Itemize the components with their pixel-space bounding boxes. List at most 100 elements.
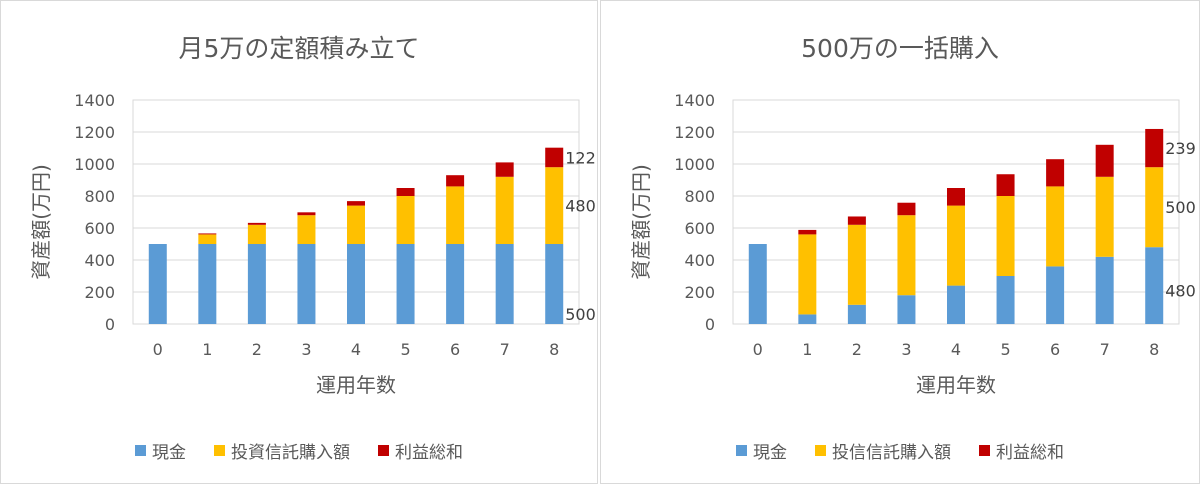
data-label: 480 [565, 197, 596, 216]
x-tick-label: 6 [450, 340, 460, 359]
bar-profit [1145, 128, 1164, 168]
bar-invest [897, 215, 916, 296]
y-tick-label: 1000 [74, 155, 115, 174]
x-tick-label: 3 [301, 340, 311, 359]
bar-profit [798, 229, 817, 235]
chart-svg-lump-sum: 0 200 400 600 800 1000 1200 1400 0 1 2 3 4 5 6 7 8 239 500… [629, 91, 1196, 397]
y-tick-label: 0 [105, 315, 115, 334]
bar-cash [446, 244, 465, 324]
x-tick-label: 7 [500, 340, 510, 359]
bar-profit [996, 174, 1015, 196]
bar-profit [1046, 159, 1065, 187]
x-tick-label: 4 [951, 340, 961, 359]
bar-invest [297, 215, 316, 244]
bar-cash [545, 244, 564, 324]
y-tick-label: 600 [84, 219, 115, 238]
y-tick-label: 800 [84, 187, 115, 206]
bar-invest [1046, 186, 1065, 267]
bar-profit [347, 201, 365, 206]
bar-cash [897, 295, 916, 324]
data-label: 239 [1165, 139, 1196, 158]
legend-item-invest: 投資信託購入額 [214, 438, 350, 463]
bar-cash [247, 244, 266, 324]
y-tick-label: 600 [684, 219, 715, 238]
bar-invest [847, 224, 866, 305]
bar-profit [847, 216, 866, 225]
bar-profit [247, 222, 266, 225]
bar-profit [947, 188, 965, 206]
legend-label: 投資信託購入額 [231, 443, 350, 463]
legend-label: 現金 [753, 443, 787, 463]
y-tick-label: 800 [684, 187, 715, 206]
legend-swatch-invest [214, 445, 225, 456]
bar-invest [495, 176, 514, 244]
bar-cash [347, 244, 365, 324]
x-tick-label: 1 [202, 340, 212, 359]
chart-svg-monthly: 0 200 400 600 800 1000 1200 1400 0 1 2 3 4 5 6 7 8 122 480… [29, 91, 596, 397]
legend-label: 投信信託購入額 [832, 443, 951, 463]
bar-invest [198, 234, 217, 244]
bar-invest [347, 205, 365, 244]
bar-invest [247, 224, 266, 244]
bar-invest [947, 205, 965, 286]
x-tick-label: 5 [1000, 340, 1010, 359]
bar-cash [947, 285, 965, 324]
legend: 現金 投資信託購入額 利益総和 [1, 438, 597, 463]
data-label: 480 [1165, 282, 1196, 301]
bar-cash [1095, 256, 1114, 324]
bar-cash [198, 244, 217, 324]
data-label: 122 [565, 148, 596, 167]
x-tick-label: 8 [549, 340, 559, 359]
chart-title: 500万の一括購入 [801, 34, 999, 63]
legend: 現金 投信信託購入額 利益総和 [601, 438, 1199, 463]
x-tick-label: 5 [400, 340, 410, 359]
bar-invest [1145, 167, 1164, 248]
bar-profit [297, 212, 316, 216]
x-tick-label: 8 [1149, 340, 1159, 359]
y-tick-label: 1000 [674, 155, 715, 174]
bar-profit [446, 175, 465, 187]
bar-cash [996, 276, 1015, 324]
bar-profit [545, 147, 564, 168]
legend-swatch-invest [815, 445, 826, 456]
y-tick-label: 0 [705, 315, 715, 334]
legend-item-profit: 利益総和 [378, 438, 463, 463]
bar-cash [1046, 266, 1065, 324]
y-axis-title: 資産額(万円) [629, 164, 653, 280]
legend-label: 現金 [152, 443, 186, 463]
legend-swatch-profit [378, 445, 389, 456]
x-tick-label: 0 [753, 340, 763, 359]
y-axis-title: 資産額(万円) [29, 164, 53, 280]
bar-profit [198, 233, 217, 235]
bar-invest [996, 196, 1015, 276]
bar-profit [396, 188, 415, 196]
bar-cash [297, 244, 316, 324]
bar-invest [1095, 176, 1114, 257]
legend-swatch-profit [979, 445, 990, 456]
chart-title: 月5万の定額積み立て [178, 34, 420, 63]
bar-cash [798, 314, 817, 324]
legend-label: 利益総和 [395, 443, 463, 463]
bar-cash [1145, 247, 1164, 324]
x-tick-label: 0 [153, 340, 163, 359]
y-tick-label: 200 [84, 283, 115, 302]
x-tick-label: 3 [901, 340, 911, 359]
chart-panel-monthly: 月5万の定額積み立て 0 200 400 600 800 1000 1200 1400 0 1 2 3… [0, 0, 598, 484]
chart-panel-lump-sum: 500万の一括購入 0 200 400 600 800 1000 1200 1400 0 1 2 3 4… [600, 0, 1200, 484]
x-tick-label: 7 [1100, 340, 1110, 359]
y-tick-label: 1200 [674, 123, 715, 142]
y-tick-label: 400 [684, 251, 715, 270]
bar-profit [495, 162, 514, 177]
legend-item-cash: 現金 [135, 438, 186, 463]
legend-item-invest: 投信信託購入額 [815, 438, 951, 463]
bar-profit [897, 202, 916, 216]
bar-cash [748, 244, 767, 324]
legend-swatch-cash [736, 445, 747, 456]
bar-invest [446, 186, 465, 244]
x-tick-label: 1 [802, 340, 812, 359]
bar-invest [798, 234, 817, 315]
y-tick-label: 200 [684, 283, 715, 302]
data-label: 500 [1165, 198, 1196, 217]
legend-item-cash: 現金 [736, 438, 787, 463]
